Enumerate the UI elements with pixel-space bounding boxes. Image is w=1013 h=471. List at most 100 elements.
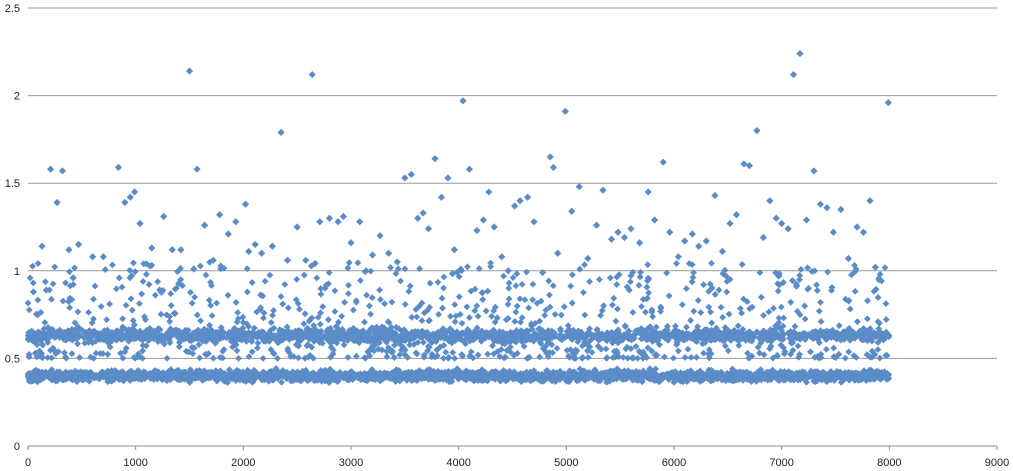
scatter-point [66,304,74,312]
scatter-point [608,301,616,309]
scatter-point [793,374,801,381]
x-tick-label: 9000 [985,457,1009,469]
scatter-point [59,297,67,305]
scatter-point [130,259,137,267]
scatter-point [687,354,695,361]
scatter-point [511,373,519,381]
scatter-point [227,375,235,382]
scatter-point [694,297,702,304]
scatter-point [813,281,820,289]
scatter-point [346,369,354,376]
scatter-point [540,373,548,381]
scatter-point [536,338,544,346]
scatter-point [649,369,657,377]
scatter-point [187,288,194,296]
scatter-point [787,339,795,347]
scatter-point [446,325,454,333]
scatter-point [515,371,523,379]
scatter-point [529,280,537,288]
scatter-point [284,304,292,312]
scatter-point [643,283,651,291]
scatter-point [267,319,275,326]
scatter-point [89,339,97,347]
scatter-point [772,374,780,382]
scatter-point [48,354,56,362]
scatter-point [615,367,623,375]
scatter-point [76,354,84,361]
scatter-point [138,376,145,384]
scatter-point [104,378,112,386]
scatter-point [605,374,613,382]
scatter-point [439,304,446,312]
scatter-point [481,374,489,382]
scatter-point [103,316,111,324]
scatter-point [274,375,282,382]
scatter-point [397,277,404,285]
scatter-point [796,373,804,381]
scatter-point [301,310,309,318]
scatter-point [579,289,587,296]
scatter-point [51,263,59,271]
scatter-point [185,374,193,382]
scatter-point [614,305,621,313]
scatter-point [724,372,732,379]
scatter-point [171,310,179,317]
scatter-point [595,372,603,380]
scatter-point [325,269,333,277]
scatter-point [496,377,504,385]
scatter-point [518,280,526,288]
scatter-point [349,306,357,314]
scatter-point [727,337,735,344]
scatter-point [199,371,207,379]
scatter-point [151,331,159,338]
y-axis-ticks: 00.511.522.5 [5,3,20,453]
scatter-point [549,282,557,290]
scatter-point [244,372,251,379]
scatter-point [157,310,165,318]
scatter-point [863,375,871,383]
scatter-point [163,377,171,385]
scatter-point [48,295,55,303]
scatter-point [881,264,889,272]
x-tick-label: 5000 [554,457,578,469]
scatter-point [345,281,352,289]
scatter-point [98,368,106,376]
scatter-point [601,370,609,378]
scatter-point [438,294,446,302]
scatter-point [476,371,484,379]
scatter-point [556,376,564,383]
scatter-point [677,333,685,341]
scatter-point [372,373,379,380]
scatter-point [875,369,883,377]
scatter-point [753,372,761,379]
scatter-point [681,353,689,361]
scatter-point [126,266,134,274]
scatter-point [551,329,559,337]
scatter-point [373,370,380,377]
scatter-point [426,335,434,342]
scatter-point [385,331,393,338]
scatter-point [34,378,41,386]
scatter-point [331,308,339,315]
scatter-point [474,376,481,384]
scatter-point [708,259,715,267]
scatter-point [208,312,216,320]
scatter-point [75,332,83,340]
scatter-point [283,372,291,380]
x-tick-label: 2000 [231,457,255,469]
scatter-point [48,325,56,333]
scatter-point [717,371,725,379]
scatter-point [131,331,139,339]
scatter-point [748,373,756,380]
scatter-point [131,370,139,378]
scatter-point [319,371,326,379]
scatter-point [108,261,116,269]
scatter-point [530,373,538,381]
scatter-point [213,299,221,307]
scatter-point [801,315,809,323]
scatter-point [27,370,34,377]
scatter-point [591,366,599,374]
scatter-point [91,282,99,290]
scatter-point [738,261,746,268]
scatter-point [232,299,240,306]
